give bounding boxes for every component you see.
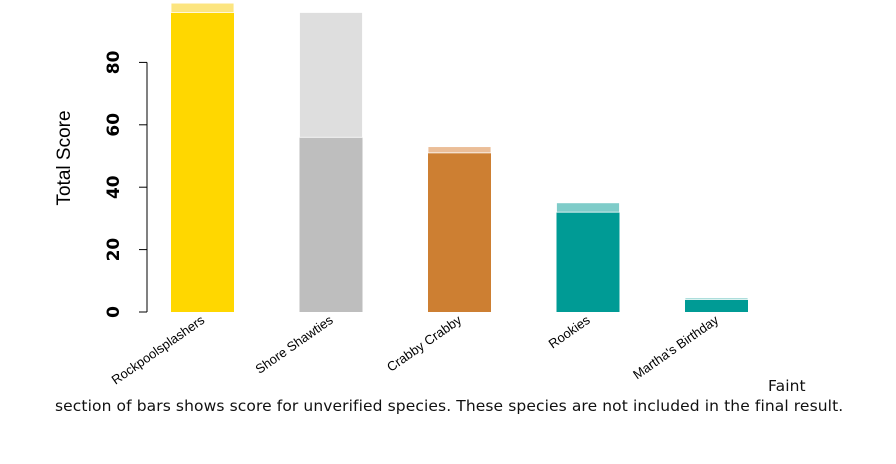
x-tick-label: Martha's Birthday bbox=[630, 312, 722, 382]
bar-verified bbox=[556, 212, 620, 312]
bar-unverified bbox=[684, 297, 749, 300]
chart-caption: Faint section of bars shows score for un… bbox=[55, 377, 844, 415]
x-tick-label: Rookies bbox=[546, 312, 593, 352]
x-tick-label: Shore Shawties bbox=[253, 312, 337, 377]
bar-verified bbox=[299, 137, 363, 312]
bar-unverified bbox=[299, 12, 363, 138]
bar-unverified bbox=[427, 146, 492, 154]
bar-verified bbox=[428, 152, 491, 312]
y-axis-label: Total Score bbox=[54, 110, 75, 205]
bar-verified bbox=[685, 299, 748, 312]
bar-verified bbox=[171, 12, 234, 312]
y-ticks-group: 0 20 40 60 80 bbox=[104, 50, 147, 318]
bars-group bbox=[170, 2, 749, 312]
x-tick-label: Crabby Crabby bbox=[384, 312, 465, 375]
y-tick-label: 40 bbox=[104, 175, 124, 199]
y-tick-label: 80 bbox=[104, 50, 124, 74]
y-tick-label: 0 bbox=[104, 306, 124, 318]
bar-unverified bbox=[170, 2, 235, 13]
y-tick-label: 60 bbox=[104, 113, 124, 137]
bar-unverified bbox=[556, 202, 620, 213]
y-tick-label: 20 bbox=[104, 238, 124, 262]
